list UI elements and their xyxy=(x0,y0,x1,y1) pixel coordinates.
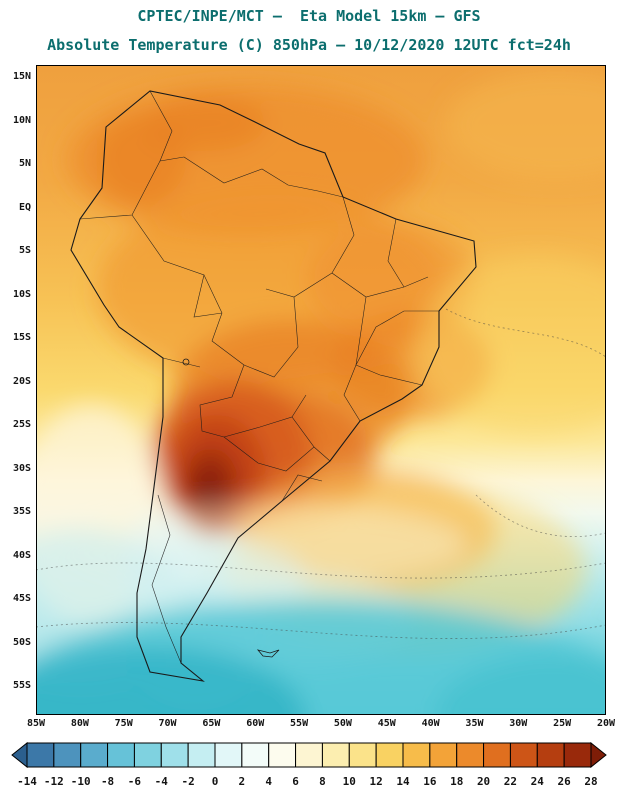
colorbar-cell-22-to-24 xyxy=(509,742,538,768)
colorbar-tick--2: -2 xyxy=(181,775,195,788)
colorbar-tick-6: 6 xyxy=(292,775,299,788)
colorbar-cell-0-to-2 xyxy=(214,742,243,768)
colorbar-cell-14-to-16 xyxy=(402,742,431,768)
lon-tick-40W: 40W xyxy=(421,718,440,729)
lat-tick-55S: 55S xyxy=(12,680,31,691)
contour-lines xyxy=(35,308,607,639)
lon-tick-85W: 85W xyxy=(26,718,46,729)
lon-tick-75W: 75W xyxy=(114,718,133,729)
colorbar-tick-0: 0 xyxy=(211,775,219,788)
colorbar-tick-24: 24 xyxy=(530,775,544,788)
lat-tick-25S: 25S xyxy=(12,419,31,430)
lat-tick-15S: 15S xyxy=(12,332,31,343)
chart-header: CPTEC/INPE/MCT — Eta Model 15km — GFS Ab… xyxy=(0,6,618,56)
colorbar-tick--10: -10 xyxy=(70,775,91,788)
temperature-colorbar: -14 -12 -10 -8 -6 -4 -2 0 2 4 6 8 10 12 14 16 18 20 22 24 26… xyxy=(11,741,607,790)
lat-tick-40S: 40S xyxy=(12,549,31,561)
longitude-axis: 85W 80W 75W 70W 65W 60W 55W 50W 45W 40W 35W 30W 25W 2… xyxy=(27,718,615,731)
latitude-axis: 15N 10N 5N EQ 5S 10S 15S 20S 25S 30S 35S 40S 45S 50S 5… xyxy=(0,65,34,715)
colorbar-cell-24-to-26 xyxy=(536,742,565,768)
colorbar-cell-4-to-6 xyxy=(268,742,297,768)
lat-tick-30S: 30S xyxy=(12,462,31,474)
colorbar-tick-8: 8 xyxy=(319,775,326,788)
lat-tick-15N: 15N xyxy=(12,71,31,82)
colorbar-cell--12-to--10 xyxy=(53,742,82,768)
geography-layer xyxy=(70,90,477,682)
lat-tick-35S: 35S xyxy=(12,506,31,517)
colorbar-cell--14-to--12 xyxy=(26,742,55,768)
colorbar-tick-26: 26 xyxy=(557,775,571,788)
south-america-coastline xyxy=(70,90,477,682)
colorbar-cell-12-to-14 xyxy=(375,742,404,768)
colorbar-tick-20: 20 xyxy=(476,775,491,788)
colorbar-arrow-high xyxy=(590,741,607,769)
map-plot-area xyxy=(0,65,618,800)
falkland-islands xyxy=(256,649,280,658)
lon-tick-65W: 65W xyxy=(202,718,221,729)
colorbar-tick-2: 2 xyxy=(238,775,246,788)
colorbar-cell-10-to-12 xyxy=(348,742,377,768)
colorbar-cell-2-to-4 xyxy=(241,742,270,768)
colorbar-tick--8: -8 xyxy=(100,775,115,788)
lat-tick-50S: 50S xyxy=(12,636,31,648)
lon-tick-30W: 30W xyxy=(509,718,528,729)
colorbar-cell-6-to-8 xyxy=(295,742,323,768)
lon-tick-35W: 35W xyxy=(465,718,484,729)
map-border-frame xyxy=(36,65,606,715)
lon-tick-70W: 70W xyxy=(158,718,177,729)
lat-tick-EQ: EQ xyxy=(18,201,31,213)
colorbar-tick-14: 14 xyxy=(396,775,410,788)
colorbar-arrow-low xyxy=(11,741,28,769)
colorbar-tick--6: -6 xyxy=(127,775,142,788)
colorbar-tick-18: 18 xyxy=(450,775,464,788)
lat-tick-5N: 5N xyxy=(18,158,31,169)
colorbar-tick--12: -12 xyxy=(43,775,64,788)
colorbar-cell-20-to-22 xyxy=(483,742,511,768)
colorbar-tick-16: 16 xyxy=(423,775,437,788)
colorbar-scale xyxy=(11,741,607,769)
lon-tick-25W: 25W xyxy=(553,718,572,729)
colorbar-cell-16-to-18 xyxy=(429,742,458,768)
colorbar-cell--2-to-0 xyxy=(187,742,216,768)
lon-tick-55W: 55W xyxy=(290,718,309,729)
lat-tick-20S: 20S xyxy=(12,375,31,387)
lat-tick-5S: 5S xyxy=(18,245,31,256)
colorbar-cell-8-to-10 xyxy=(321,742,350,768)
colorbar-tick-10: 10 xyxy=(342,775,356,788)
colorbar-tick-4: 4 xyxy=(265,775,273,788)
chart-title-line-2: Absolute Temperature (C) 850hPa — 10/12/… xyxy=(47,36,571,54)
colorbar-cell-26-to-28 xyxy=(563,742,592,768)
colorbar-cell--10-to--8 xyxy=(80,742,109,768)
chart-title-line-1: CPTEC/INPE/MCT — Eta Model 15km — GFS xyxy=(137,7,481,25)
lat-tick-10N: 10N xyxy=(12,114,31,126)
colorbar-cell-18-to-20 xyxy=(456,742,485,768)
colorbar-cell--6-to--4 xyxy=(133,742,162,768)
lon-tick-45W: 45W xyxy=(377,718,396,729)
lon-tick-80W: 80W xyxy=(70,718,89,729)
colorbar-tick--4: -4 xyxy=(154,775,168,788)
colorbar-tick-28: 28 xyxy=(584,775,598,788)
colorbar-tick-labels: -14 -12 -10 -8 -6 -4 -2 0 2 4 6 8 10 12 14 16 18 20 22 24 26… xyxy=(11,775,607,790)
lon-tick-50W: 50W xyxy=(333,718,352,729)
lon-tick-20W: 20W xyxy=(596,718,616,729)
colorbar-cell--8-to--6 xyxy=(107,742,135,768)
colorbar-tick-22: 22 xyxy=(503,775,518,788)
colorbar-tick-12: 12 xyxy=(369,775,383,788)
colorbar-tick--14: -14 xyxy=(17,775,37,788)
lake-titicaca xyxy=(182,358,190,366)
political-borders xyxy=(79,90,439,664)
lat-tick-10S: 10S xyxy=(12,288,31,300)
lon-tick-60W: 60W xyxy=(246,718,265,729)
temperature-blobs-layer xyxy=(0,70,618,800)
colorbar-cell--4-to--2 xyxy=(160,742,189,768)
lat-tick-45S: 45S xyxy=(12,593,31,604)
temperature-field-map xyxy=(0,65,618,800)
